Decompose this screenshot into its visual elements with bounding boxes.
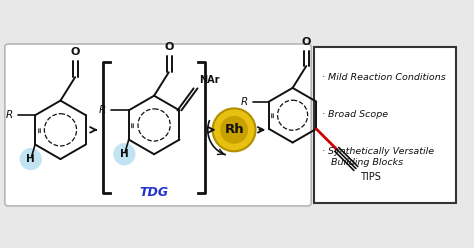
- Text: ≡: ≡: [35, 127, 44, 133]
- Circle shape: [220, 116, 248, 144]
- Text: ≡: ≡: [268, 112, 277, 118]
- Circle shape: [113, 143, 136, 165]
- Text: · Broad Scope: · Broad Scope: [322, 110, 388, 119]
- Text: · Synthetically Versatile
   Building Blocks: · Synthetically Versatile Building Block…: [322, 147, 434, 167]
- Circle shape: [19, 148, 42, 170]
- Text: R: R: [99, 105, 106, 115]
- Text: TDG: TDG: [139, 186, 169, 199]
- Text: O: O: [301, 37, 311, 47]
- Text: O: O: [71, 47, 80, 57]
- Text: TIPS: TIPS: [360, 172, 381, 182]
- Text: NAr: NAr: [200, 75, 220, 86]
- Text: O: O: [164, 42, 173, 52]
- Text: · Mild Reaction Conditions: · Mild Reaction Conditions: [322, 73, 446, 82]
- Text: ≡: ≡: [128, 122, 137, 128]
- Text: R: R: [5, 110, 13, 120]
- FancyBboxPatch shape: [5, 44, 311, 206]
- Circle shape: [213, 108, 255, 151]
- Bar: [314, 47, 456, 203]
- Text: H: H: [120, 149, 129, 159]
- Text: H: H: [27, 154, 35, 164]
- Text: R: R: [241, 96, 248, 107]
- Text: Rh: Rh: [224, 123, 244, 136]
